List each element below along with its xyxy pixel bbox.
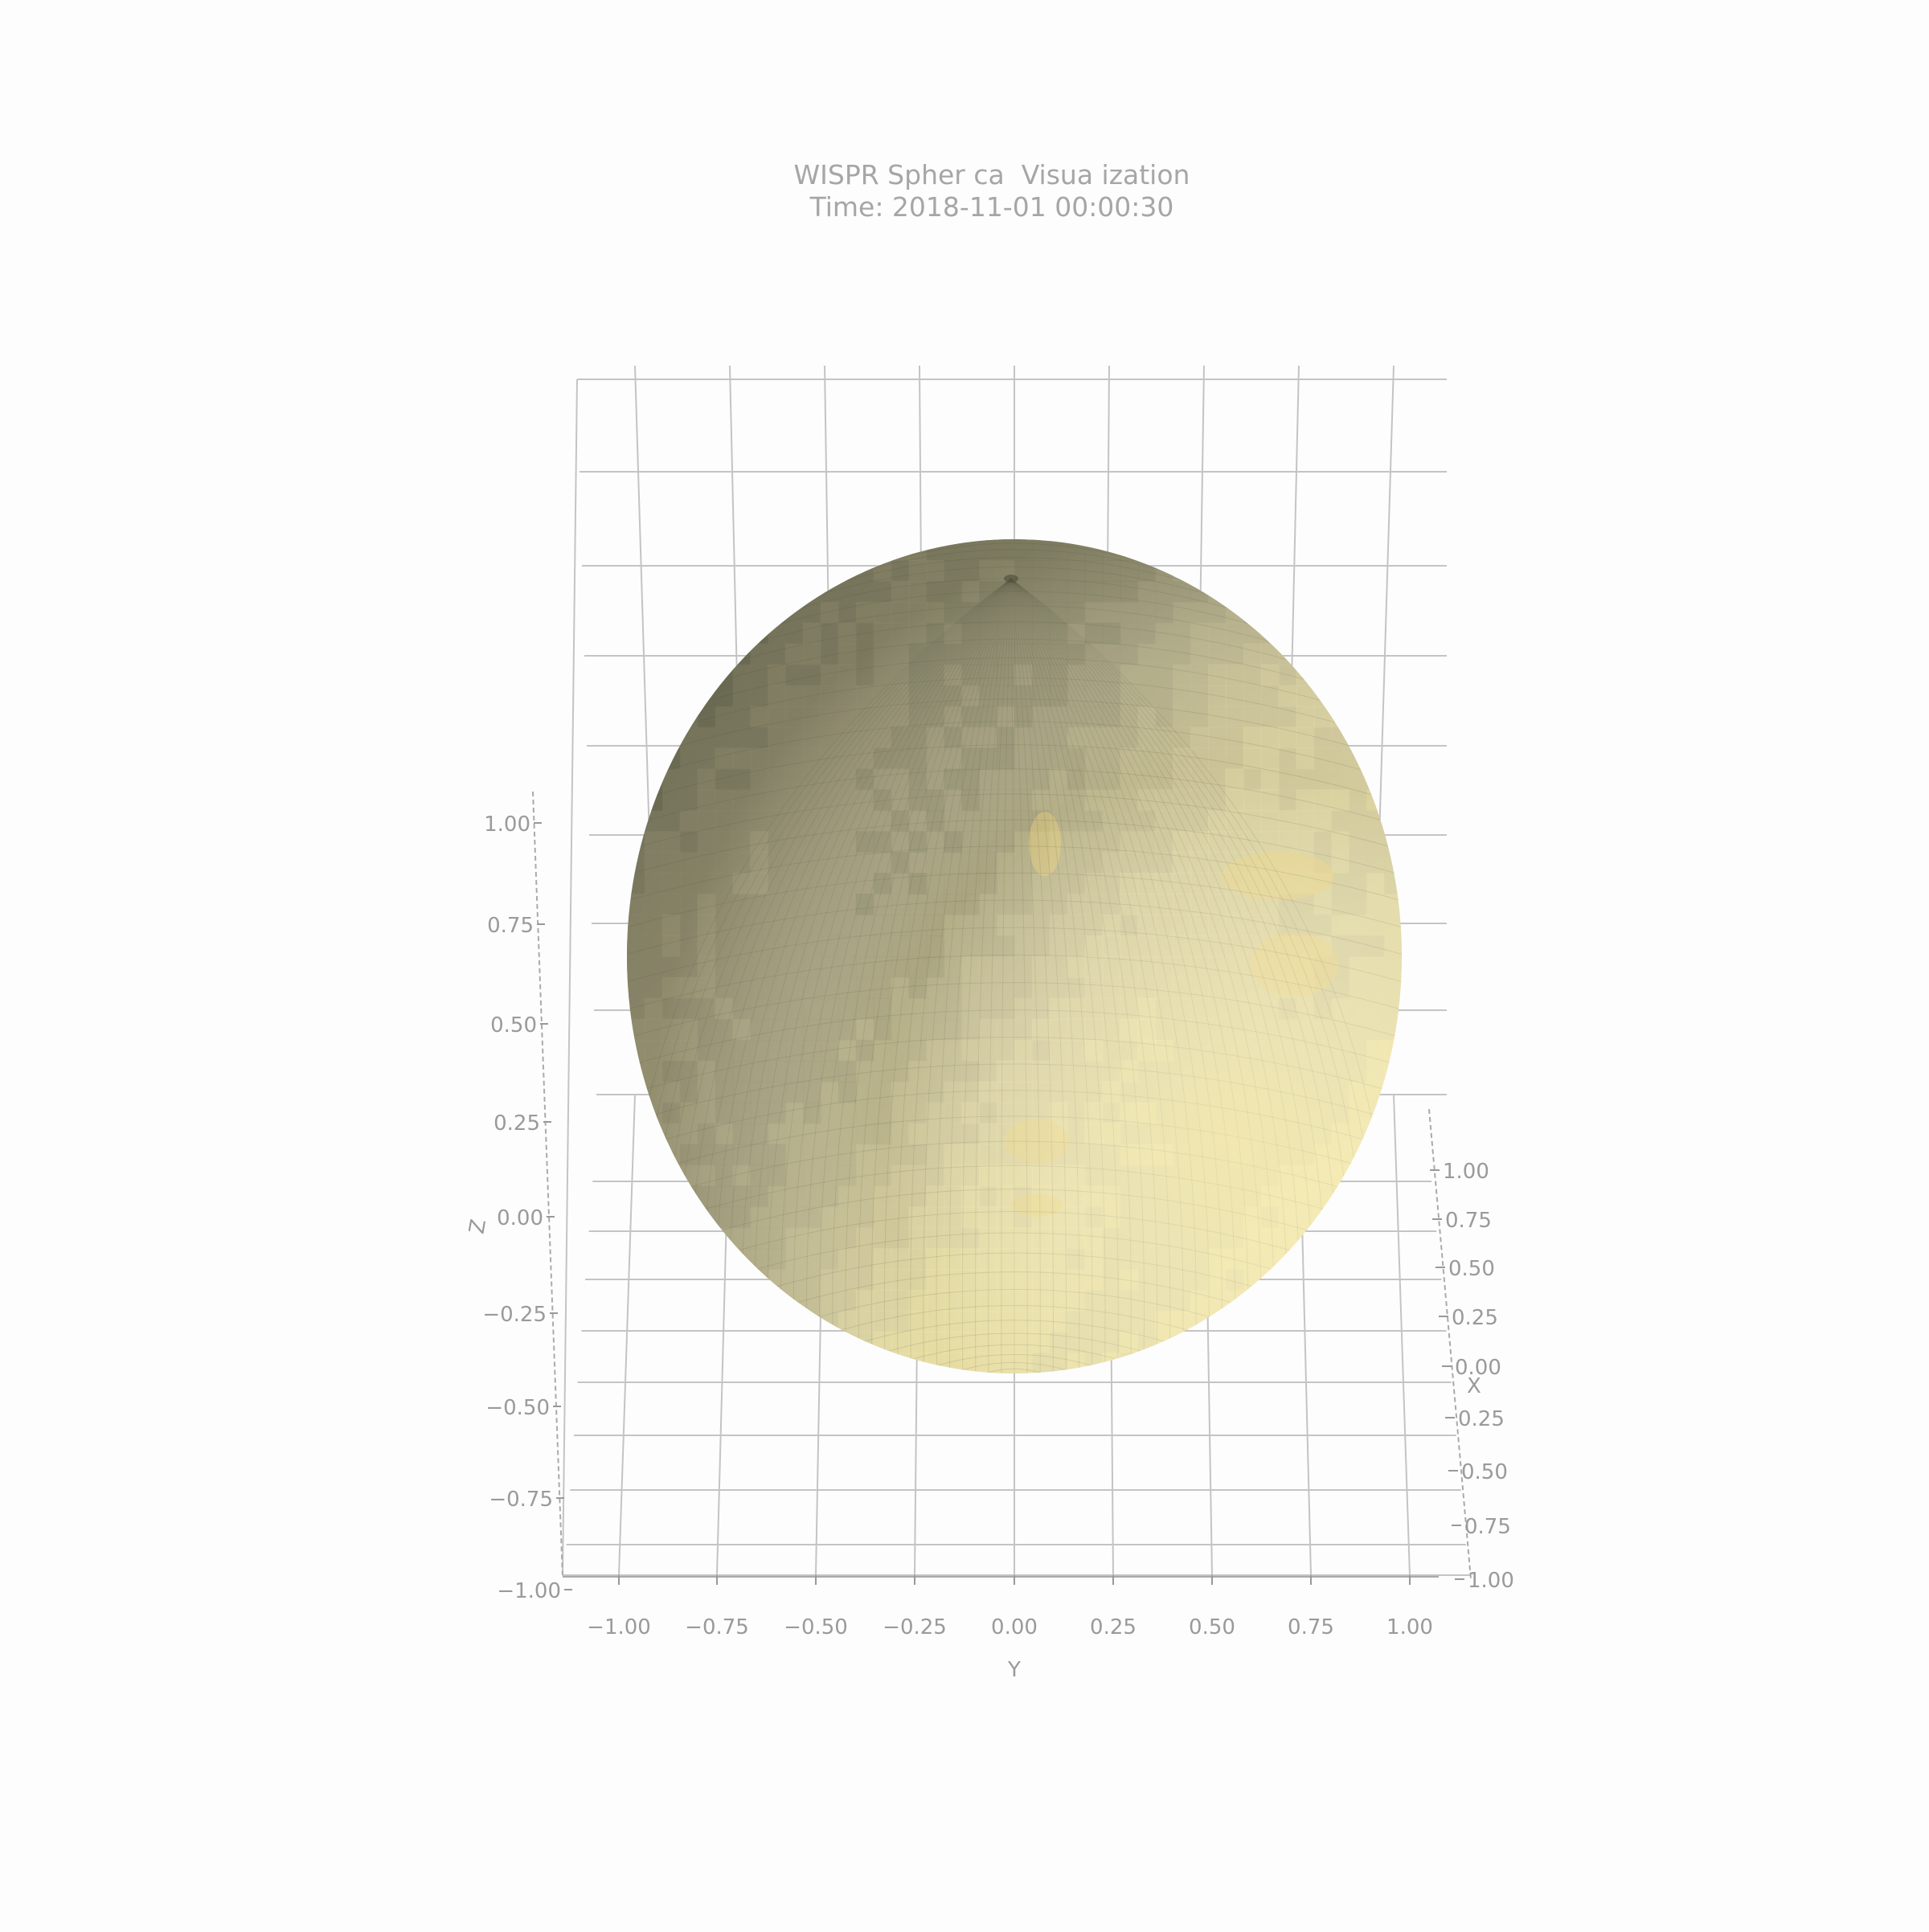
sphere-surface: [627, 539, 1402, 1373]
tick-labels: −1.00 −0.75 −0.50 −0.25 0.00 0.25 0.50 0.75 1.00…: [482, 813, 1514, 1639]
z-tick-label: −0.75: [489, 1488, 553, 1512]
axis-lines: [532, 791, 1472, 1580]
z-tick-label: 0.50: [490, 1013, 537, 1038]
x-tick-label: 0.25: [1452, 1306, 1498, 1330]
axis-titles: X Y Z: [465, 1218, 1481, 1682]
sphere-patch: [1366, 768, 1386, 791]
x-tick-label: 0.75: [1445, 1209, 1492, 1233]
y-tick-label: 0.00: [991, 1615, 1038, 1639]
y-tick-label: −0.25: [883, 1615, 947, 1639]
x-tick-label: 0.50: [1448, 1257, 1495, 1281]
chart-title: WISPR Spher ca Visua ization: [793, 159, 1190, 190]
y-tick-label: 0.25: [1090, 1615, 1137, 1639]
y-tick-label: 0.50: [1189, 1615, 1235, 1639]
z-tick-label: −1.00: [497, 1579, 561, 1603]
x-tick-label: 1.00: [1443, 1160, 1489, 1184]
y-axis-title: Y: [1007, 1658, 1021, 1682]
sphere-patch: [1366, 1123, 1386, 1145]
z-tick-label: −0.25: [482, 1303, 547, 1327]
z-axis-line: [532, 791, 563, 1578]
y-tick-label: −0.50: [784, 1615, 848, 1639]
floor-grid-vline: [1393, 1094, 1411, 1576]
z-tick-label: 1.00: [484, 813, 530, 837]
y-tick-label: −0.75: [685, 1615, 749, 1639]
x-axis-title: X: [1467, 1374, 1481, 1398]
chart-title-block: WISPR Spher ca Visua ization Time: 2018-…: [0, 159, 1929, 223]
x-tick-label: 0.25: [1458, 1407, 1505, 1431]
z-axis-title: Z: [465, 1218, 491, 1236]
z-tick-label: 0.00: [497, 1206, 543, 1230]
x-axis-line: [1428, 1108, 1472, 1580]
x-tick-label: 0.75: [1464, 1515, 1511, 1539]
x-tick-label: 0.00: [1455, 1356, 1501, 1380]
y-tick-label: 1.00: [1386, 1615, 1433, 1639]
z-tick-label: 0.75: [487, 914, 534, 938]
x-tick-label: 0.50: [1461, 1460, 1508, 1484]
chart-subtitle: Time: 2018-11-01 00:00:30: [809, 191, 1174, 223]
z-tick-label: 0.25: [494, 1111, 540, 1136]
x-tick-label: 1.00: [1468, 1569, 1514, 1593]
floor-grid-vline: [618, 1094, 636, 1576]
y-tick-label: −1.00: [587, 1615, 651, 1639]
sphere-shading: [627, 539, 1402, 1373]
y-tick-label: 0.75: [1288, 1615, 1334, 1639]
sphere-patch: [644, 1123, 663, 1145]
left-wall-edge: [562, 379, 578, 1576]
z-tick-label: −0.50: [485, 1396, 550, 1420]
